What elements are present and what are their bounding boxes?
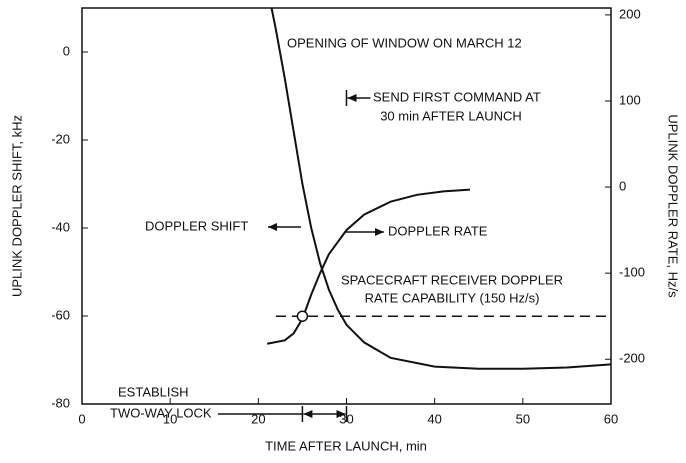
- x-axis-label: TIME AFTER LAUNCH, min: [265, 438, 427, 453]
- capability-label: SPACECRAFT RECEIVER DOPPLER: [341, 272, 563, 287]
- command-arrow-head: [347, 94, 357, 102]
- lock-label: ESTABLISH: [118, 384, 189, 399]
- lock-arrow-left-head: [303, 410, 313, 418]
- y2-tick-label: -200: [619, 351, 645, 366]
- lock-arrow-right-head: [336, 410, 346, 418]
- command-label: 30 min AFTER LAUNCH: [380, 108, 522, 123]
- capability-label: RATE CAPABILITY (150 Hz/s): [365, 290, 540, 305]
- x-tick-label: 60: [604, 411, 618, 426]
- shift-arrow-head: [268, 223, 277, 231]
- rate-arrow-head: [375, 228, 384, 236]
- y2-axis-label: UPLINK DOPPLER RATE, Hz/s: [666, 114, 681, 298]
- y2-tick-label: 200: [619, 6, 641, 21]
- x-tick-label: 50: [516, 411, 530, 426]
- x-tick-label: 0: [78, 411, 85, 426]
- x-tick-label: 10: [163, 411, 177, 426]
- y-tick-label: -60: [51, 307, 70, 322]
- legend-label: DOPPLER RATE: [388, 223, 488, 238]
- plot-frame: [81, 7, 612, 405]
- command-label: SEND FIRST COMMAND AT: [373, 89, 541, 104]
- x-tick-label: 40: [427, 411, 441, 426]
- y2-tick-label: -100: [619, 265, 645, 280]
- series-line: [270, 7, 612, 370]
- series-line: [266, 188, 470, 345]
- window-label: OPENING OF WINDOW ON MARCH 12: [287, 35, 522, 50]
- lock-label: TWO-WAY LOCK: [110, 405, 212, 420]
- y2-tick-label: 100: [619, 92, 641, 107]
- legend-label: DOPPLER SHIFT: [145, 218, 248, 233]
- y-tick-label: -80: [51, 395, 70, 410]
- y2-tick-label: 0: [619, 178, 626, 193]
- y-axis-label: UPLINK DOPPLER SHIFT, kHz: [9, 115, 24, 297]
- x-tick-label: 20: [251, 411, 265, 426]
- y-tick-label: 0: [63, 43, 70, 58]
- y-tick-label: -20: [51, 131, 70, 146]
- lock-point: [296, 310, 309, 322]
- y-tick-label: -40: [51, 219, 70, 234]
